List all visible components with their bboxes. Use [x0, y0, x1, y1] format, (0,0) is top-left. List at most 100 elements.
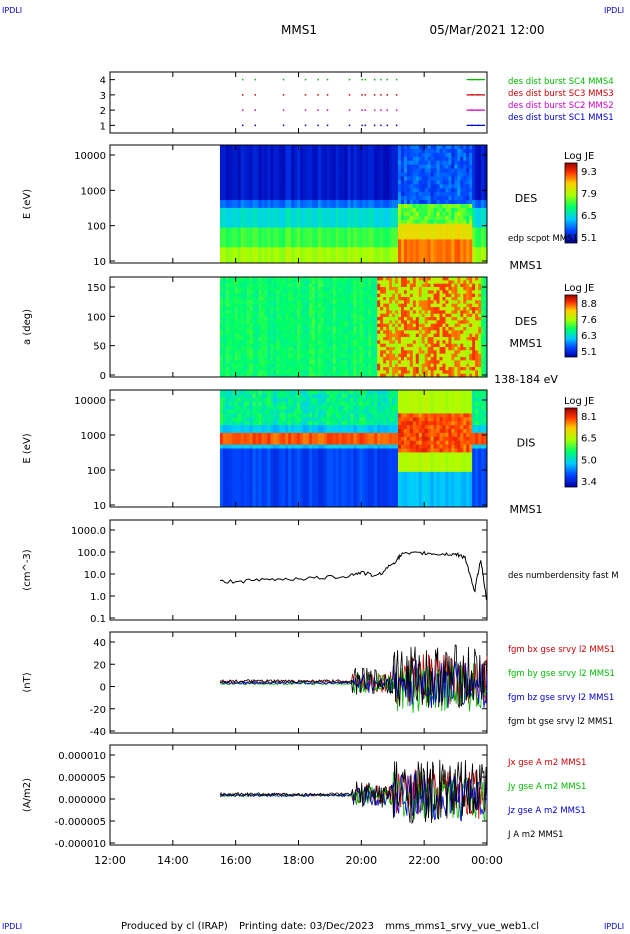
heatmap-cell — [219, 333, 224, 338]
heatmap-cell — [409, 219, 414, 225]
heatmap-cell — [451, 156, 455, 162]
heatmap-cell — [397, 280, 402, 285]
heatmap-cell — [258, 313, 262, 318]
heatmap-cell — [303, 160, 307, 166]
heatmap-cell — [258, 363, 262, 368]
corner-label-top-left: IPDLI — [2, 6, 23, 15]
heatmap-cell — [276, 367, 280, 371]
heatmap-cell — [249, 172, 253, 177]
heatmap-cell — [415, 219, 420, 225]
heatmap-cell — [409, 280, 414, 285]
heatmap-cell — [448, 145, 452, 150]
heatmap-cell — [237, 227, 242, 232]
heatmap-cell — [294, 235, 298, 240]
heatmap-cell — [442, 200, 446, 205]
heatmap-cell — [317, 219, 322, 225]
heatmap-cell — [314, 215, 319, 221]
heatmap-cell — [418, 207, 423, 213]
heatmap-cell — [308, 303, 313, 308]
heatmap-cell — [282, 340, 286, 345]
heatmap-cell — [356, 340, 360, 345]
heatmap-cell — [270, 277, 274, 281]
heatmap-cell — [356, 192, 360, 197]
heatmap-cell — [481, 239, 485, 244]
heatmap-cell — [400, 251, 405, 256]
heatmap-cell — [231, 353, 236, 358]
heatmap-cell — [400, 277, 405, 281]
heatmap-cell — [418, 196, 423, 201]
heatmap-cell — [380, 327, 384, 331]
heatmap-cell — [353, 310, 357, 315]
heatmap-cell — [267, 184, 271, 189]
heatmap-cell — [264, 152, 268, 158]
heatmap-cell — [389, 277, 393, 281]
heatmap-cell — [400, 168, 405, 173]
heatmap-cell — [255, 156, 259, 162]
heatmap-cell — [374, 184, 378, 189]
heatmap-cell — [400, 235, 405, 240]
heatmap-cell — [332, 330, 337, 335]
heatmap-cell — [249, 223, 253, 228]
heatmap-cell — [276, 255, 280, 260]
heatmap-cell — [222, 320, 227, 325]
heatmap-cell — [406, 231, 411, 236]
heatmap-cell — [439, 215, 443, 221]
heatmap-cell — [249, 300, 253, 305]
heatmap-cell — [353, 204, 357, 209]
heatmap-cell — [368, 363, 372, 368]
heatmap-cell — [481, 200, 485, 205]
heatmap-cell — [273, 327, 277, 331]
heatmap-cell — [400, 347, 405, 351]
heatmap-cell — [439, 235, 443, 240]
heatmap-cell — [344, 320, 348, 325]
heatmap-cell — [243, 363, 248, 368]
heatmap-cell — [395, 152, 399, 158]
heatmap-cell — [276, 188, 280, 193]
heatmap-cell — [303, 176, 307, 181]
heatmap-cell — [344, 152, 348, 158]
heatmap-cell — [478, 160, 482, 166]
heatmap-cell — [418, 223, 423, 228]
heatmap-cell — [243, 227, 248, 232]
heatmap-cell — [291, 160, 295, 166]
heatmap-cell — [222, 235, 227, 240]
heatmap-cell — [308, 207, 313, 213]
heatmap-cell — [448, 152, 452, 158]
heatmap-cell — [306, 357, 310, 361]
heatmap-cell — [415, 320, 420, 325]
heatmap-cell — [430, 323, 434, 328]
heatmap-cell — [380, 227, 384, 232]
heatmap-cell — [460, 204, 464, 209]
heatmap-cell — [350, 156, 354, 162]
heatmap-cell — [353, 148, 357, 154]
heatmap-cell — [279, 188, 283, 193]
heatmap-cell — [377, 160, 381, 166]
heatmap-cell — [362, 367, 366, 371]
heatmap-cell — [427, 251, 432, 256]
heatmap-cell — [392, 223, 396, 228]
heatmap-cell — [282, 343, 286, 348]
heatmap-cell — [297, 156, 301, 162]
heatmap-cell — [344, 293, 348, 298]
heatmap-cell — [374, 297, 378, 301]
heatmap-cell — [288, 168, 292, 173]
heatmap-cell — [478, 211, 482, 217]
heatmap-cell — [392, 320, 396, 325]
heatmap-cell — [329, 188, 334, 193]
heatmap-cell — [323, 363, 328, 368]
heatmap-cell — [430, 231, 434, 236]
heatmap-cell — [439, 211, 443, 217]
heatmap-cell — [308, 333, 313, 338]
heatmap-cell — [332, 363, 337, 368]
heatmap-cell — [380, 337, 384, 341]
heatmap-cell — [466, 172, 470, 177]
heatmap-cell — [359, 223, 363, 228]
heatmap-cell — [395, 196, 399, 201]
heatmap-cell — [276, 320, 280, 325]
heatmap-cell — [338, 367, 343, 371]
heatmap-cell — [314, 330, 319, 335]
heatmap-cell — [273, 180, 277, 185]
heatmap-cell — [314, 317, 319, 321]
heatmap-cell — [219, 188, 224, 193]
heatmap-cell — [365, 323, 369, 328]
